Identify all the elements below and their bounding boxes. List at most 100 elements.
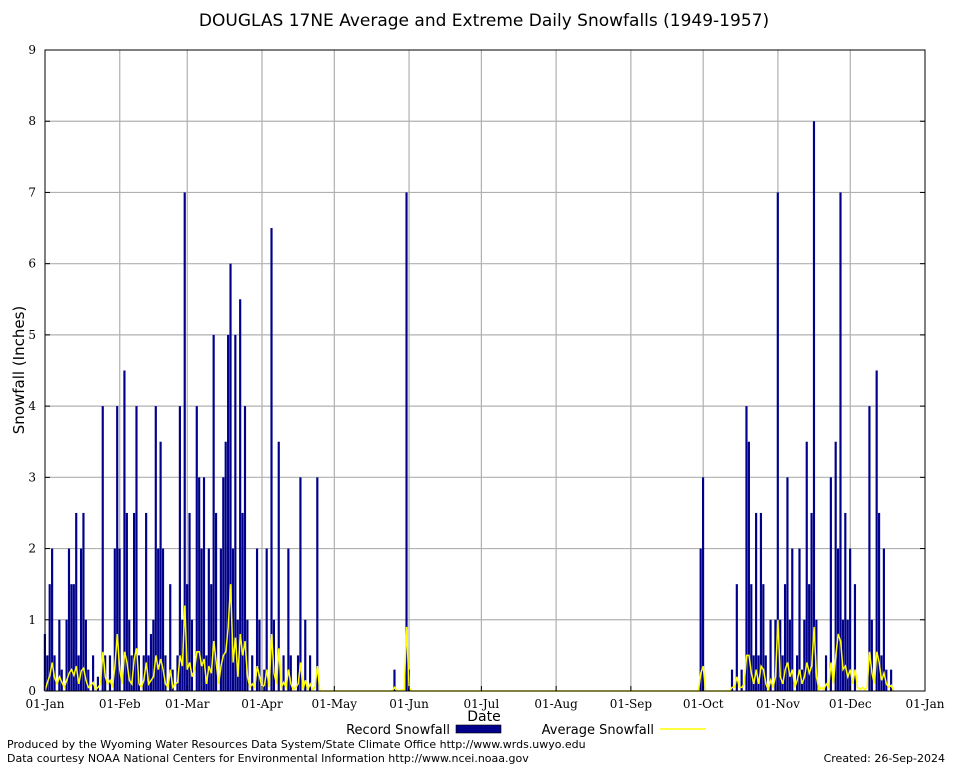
- y-tick-label: 1: [28, 613, 36, 627]
- record-snowfall-bar: [101, 406, 104, 691]
- record-snowfall-bar: [92, 655, 95, 691]
- y-axis-ticks: 0 1 2 3 4 5 6 7 8 9: [28, 43, 925, 698]
- record-snowfall-bar: [145, 512, 148, 691]
- y-axis-label: Snowfall (Inches): [10, 306, 28, 434]
- y-tick-label: 6: [28, 257, 36, 271]
- y-tick-label: 8: [28, 114, 36, 128]
- record-snowfall-bar: [171, 669, 174, 691]
- record-snowfall-bar: [735, 584, 738, 691]
- average-snowfall-line: [44, 584, 895, 692]
- record-snowfall-bar: [152, 619, 155, 691]
- record-snowfall-bar: [243, 406, 247, 691]
- record-snowfall-bar: [258, 619, 261, 691]
- record-snowfall-bar: [747, 441, 750, 691]
- record-snowfall-bar: [142, 655, 145, 691]
- record-snowfall-bar: [272, 619, 276, 691]
- record-snowfall-bar: [236, 619, 239, 691]
- chart-title: DOUGLAS 17NE Average and Extreme Daily S…: [199, 11, 769, 31]
- record-snowfall-bar: [229, 263, 232, 691]
- record-snowfall-bar: [178, 406, 181, 691]
- record-snowfall-bar: [113, 548, 116, 691]
- record-snowfall-bar: [159, 441, 162, 691]
- record-snowfall-bar: [183, 192, 186, 691]
- footer-created: Created: 26-Sep-2024: [823, 752, 945, 765]
- record-snowfall-bar: [116, 406, 119, 691]
- record-snowfall-bar: [133, 512, 136, 691]
- record-snowfall-bar: [161, 548, 165, 691]
- record-snowfall-bar: [157, 548, 160, 691]
- record-snowfall-bar: [393, 669, 396, 691]
- snowfall-chart: DOUGLAS 17NE Average and Extreme Daily S…: [10, 11, 945, 738]
- x-tick-label: 01-Apr: [241, 697, 283, 711]
- record-snowfall-bar: [123, 370, 126, 691]
- record-snowfall-bar: [815, 619, 818, 691]
- record-snowfall-bar: [798, 548, 801, 691]
- record-snowfall-bar: [169, 584, 172, 691]
- record-snowfall-bar: [270, 228, 273, 692]
- y-tick-label: 4: [28, 399, 36, 413]
- record-snowfall-bar: [186, 584, 189, 691]
- record-snowfall-bar: [812, 121, 816, 691]
- record-snowfall-bar: [875, 370, 878, 691]
- legend-record-label: Record Snowfall: [346, 723, 450, 738]
- y-tick-label: 3: [28, 470, 36, 484]
- y-tick-label: 2: [28, 542, 36, 556]
- record-snowfall-bar: [786, 477, 789, 691]
- record-snowfall-bar: [125, 512, 128, 691]
- x-tick-label: 01-Oct: [683, 697, 724, 711]
- record-snowfall-bar: [759, 512, 763, 691]
- record-snowfall-bar: [202, 477, 206, 691]
- record-snowfall-bar: [309, 655, 312, 691]
- record-snowfall-bar: [207, 548, 210, 691]
- record-snowfall-bar: [51, 548, 54, 691]
- record-snowfall-bar: [239, 299, 242, 691]
- x-tick-label: 01-Jul: [464, 697, 500, 711]
- record-snowfall-bar: [48, 584, 51, 691]
- legend: Record Snowfall Average Snowfall: [346, 723, 706, 738]
- record-snowfall-bar: [234, 334, 237, 691]
- record-snowfall-bar: [246, 619, 249, 691]
- record-snowfall-bar: [289, 655, 292, 691]
- record-snowfall-bar: [880, 655, 883, 691]
- record-snowfall-bar: [188, 512, 191, 691]
- record-snowfall-bar: [255, 548, 259, 691]
- record-snowfall-bar: [762, 584, 765, 691]
- record-snowfall-bar: [868, 406, 871, 691]
- record-snowfall-bar: [277, 441, 280, 691]
- x-axis-label: Date: [467, 709, 500, 725]
- record-snowfall-bar: [214, 512, 218, 691]
- record-snowfall-bar: [251, 655, 254, 691]
- record-snowfall-bar: [87, 669, 90, 691]
- record-snowfall-bar: [882, 548, 885, 691]
- record-snowfall-bar: [287, 548, 290, 691]
- x-tick-label: 01-Feb: [99, 697, 141, 711]
- record-snowfall-bar: [752, 655, 755, 691]
- record-snowfall-bar: [77, 655, 80, 691]
- record-snowfall-bar: [776, 192, 779, 691]
- record-snowfall-bar: [870, 619, 873, 691]
- record-snowfall-bar: [764, 655, 767, 691]
- record-snowfall-bar: [265, 548, 268, 691]
- average-snowfall-path: [44, 584, 895, 692]
- record-snowfall-bar: [849, 548, 852, 691]
- record-snowfall-bar: [844, 512, 847, 691]
- x-tick-label: 01-Sep: [610, 697, 653, 711]
- record-snowfall-bar: [316, 477, 319, 691]
- record-snowfall-bar: [796, 655, 799, 691]
- record-snowfall-bar: [149, 634, 153, 691]
- y-tick-label: 9: [28, 43, 36, 57]
- y-tick-label: 7: [28, 185, 36, 199]
- record-snowfall-bar: [783, 584, 787, 691]
- record-snowfall-bar: [224, 441, 227, 691]
- record-snowfall-bar: [176, 655, 179, 691]
- record-snowfall-bar: [231, 548, 235, 691]
- x-tick-label: 01-Jun: [389, 697, 429, 711]
- record-snowfall-bar: [774, 619, 777, 691]
- record-snowfall-bar: [781, 655, 784, 691]
- x-tick-label: 01-Nov: [756, 697, 800, 711]
- record-snowfall-bar: [79, 548, 83, 691]
- record-snowfall-bar: [70, 584, 73, 691]
- record-snowfall-bar: [740, 669, 743, 691]
- footer-data-courtesy: Data courtesy NOAA National Centers for …: [7, 752, 529, 765]
- legend-record-swatch: [455, 724, 502, 734]
